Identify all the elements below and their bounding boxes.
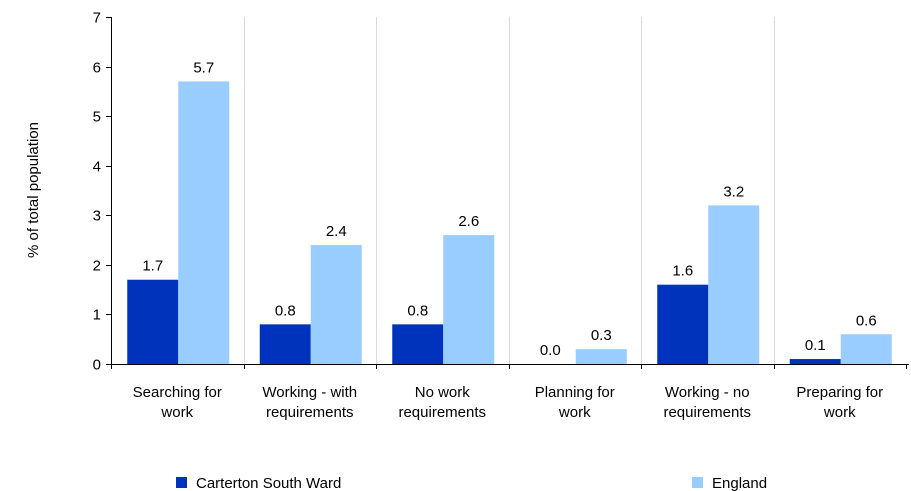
bar <box>789 359 841 364</box>
legend-label: England <box>712 475 767 491</box>
x-tick-label: Searching for work <box>133 384 222 421</box>
y-tick-label: 3 <box>93 208 101 225</box>
bar-value-label: 1.6 <box>672 263 693 280</box>
bar-value-label: 0.0 <box>540 342 561 359</box>
x-tick-label-line: No work <box>415 384 471 401</box>
x-tick-label-line: Working - no <box>665 384 750 401</box>
y-axis-title: % of total population <box>25 122 42 258</box>
bar <box>392 324 444 364</box>
bar <box>443 235 495 364</box>
x-tick-label-line: requirements <box>266 404 354 421</box>
x-tick-label: Working - no requirements <box>663 384 751 421</box>
legend-swatch <box>176 477 187 488</box>
bar <box>708 205 760 364</box>
y-tick-label: 0 <box>93 357 101 374</box>
y-tick-label: 1 <box>93 307 101 324</box>
axes: 0 1 2 3 4 5 6 7 Searching for work Working - with r… <box>93 10 909 421</box>
bar-value-label: 1.7 <box>142 258 163 275</box>
legend: Carterton South Ward England <box>176 475 767 491</box>
bar-value-label: 0.6 <box>856 312 877 329</box>
x-tick-label-line: Planning for <box>535 384 615 401</box>
x-tick-label: Working - with requirements <box>262 384 357 421</box>
y-tick-label: 4 <box>93 159 101 176</box>
bar <box>575 349 627 364</box>
x-tick-label: Preparing for work <box>796 384 883 421</box>
bar-value-label: 0.3 <box>591 327 612 344</box>
x-tick-label-line: Preparing for <box>796 384 883 401</box>
x-tick-label: No work requirements <box>398 384 486 421</box>
data-labels: 1.7 5.7 0.8 2.4 0.8 2.6 0.0 0.3 1.6 3.2 0.1 0.6 <box>142 59 876 359</box>
category-grid <box>244 17 775 364</box>
bar-value-label: 0.8 <box>407 302 428 319</box>
bar-value-label: 2.4 <box>326 223 347 240</box>
bar-value-label: 0.8 <box>275 302 296 319</box>
x-tick-label-line: work <box>558 404 591 421</box>
bar-value-label: 3.2 <box>723 183 744 200</box>
bar-value-label: 5.7 <box>193 59 214 76</box>
legend-label: Carterton South Ward <box>196 475 341 491</box>
x-tick-label: Planning for work <box>535 384 615 421</box>
bar <box>178 81 230 364</box>
y-tick-label: 5 <box>93 109 101 126</box>
bars <box>127 81 892 364</box>
x-tick-label-line: Searching for <box>133 384 222 401</box>
x-tick-label-line: requirements <box>663 404 751 421</box>
bar <box>310 245 362 364</box>
x-tick-label-line: Working - with <box>262 384 357 401</box>
x-tick-label-line: requirements <box>398 404 486 421</box>
bar <box>657 284 709 364</box>
bar <box>127 279 179 364</box>
bar <box>840 334 892 364</box>
y-tick-label: 2 <box>93 258 101 275</box>
bar-value-label: 2.6 <box>458 213 479 230</box>
x-tick-label-line: work <box>823 404 856 421</box>
y-tick-label: 7 <box>93 10 101 27</box>
x-tick-label-line: work <box>160 404 193 421</box>
bar-value-label: 0.1 <box>805 337 826 354</box>
y-tick-label: 6 <box>93 60 101 77</box>
bar <box>259 324 311 364</box>
legend-swatch <box>692 477 703 488</box>
